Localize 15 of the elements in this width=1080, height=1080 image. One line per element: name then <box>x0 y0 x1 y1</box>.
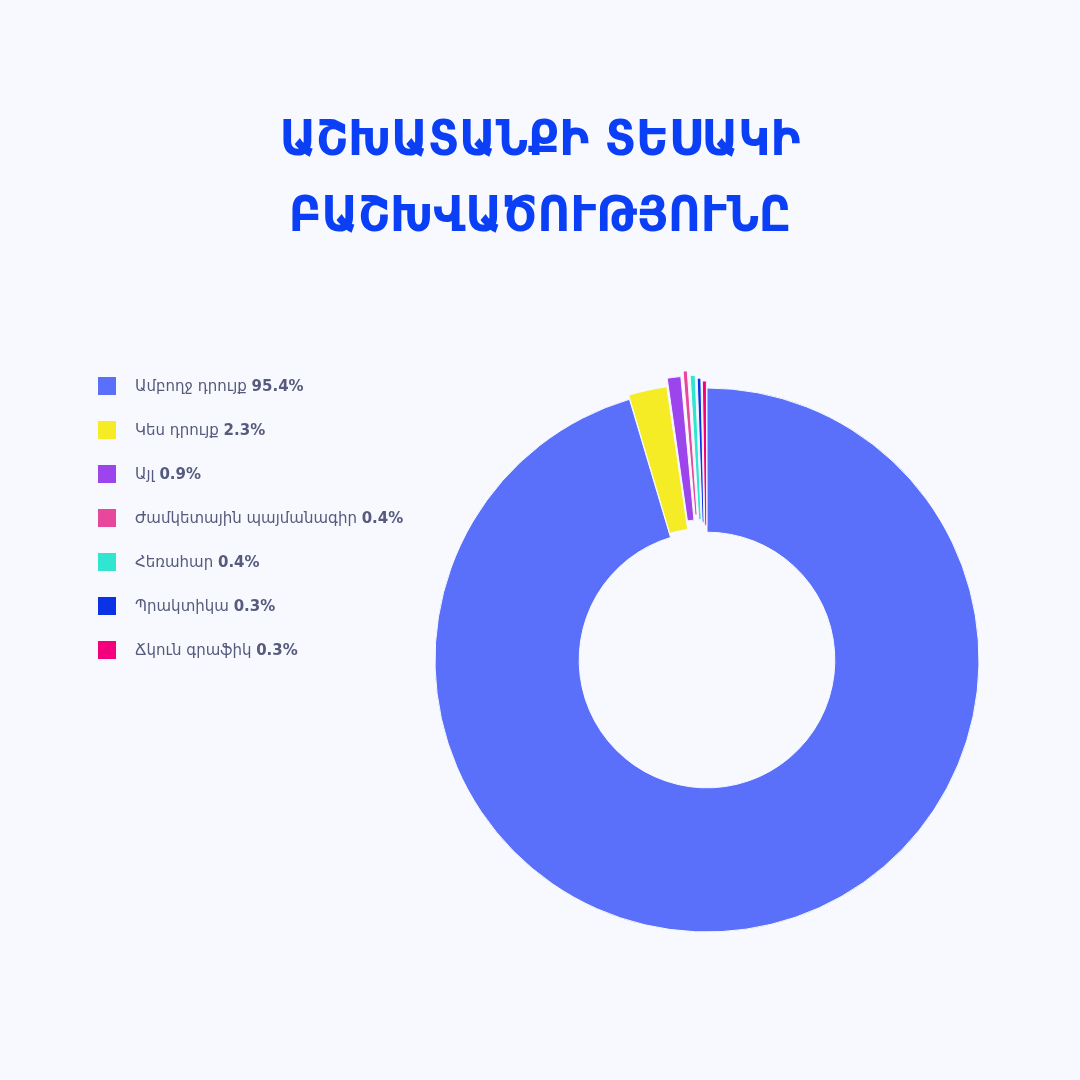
legend-label: Ժամկետային պայմանագիր <box>135 508 357 527</box>
legend-label: Հեռահար <box>135 552 214 571</box>
chart-title: ԱՇԽԱՏԱՆՔԻ ՏԵՍԱԿԻ ԲԱՇԽՎԱԾՈՒԹՅՈՒՆԸ <box>278 108 802 245</box>
data-label: 2.3% <box>223 420 266 439</box>
data-label: 0.9% <box>159 464 202 483</box>
data-label: 0.4% <box>217 552 260 571</box>
data-label: 0.3% <box>233 596 276 615</box>
legend-label: Այլ <box>135 464 156 483</box>
legend-label: Ամբողջ դրույք <box>135 376 247 395</box>
data-label: 0.3% <box>256 640 298 659</box>
legend-label: Ճկուն գրաֆիկ <box>135 640 252 659</box>
legend-label: Պրակտիկա <box>135 596 229 615</box>
data-label: 0.4% <box>361 508 404 527</box>
data-label: 95.4% <box>251 376 304 395</box>
legend-label: Կես դրույք <box>135 420 219 439</box>
